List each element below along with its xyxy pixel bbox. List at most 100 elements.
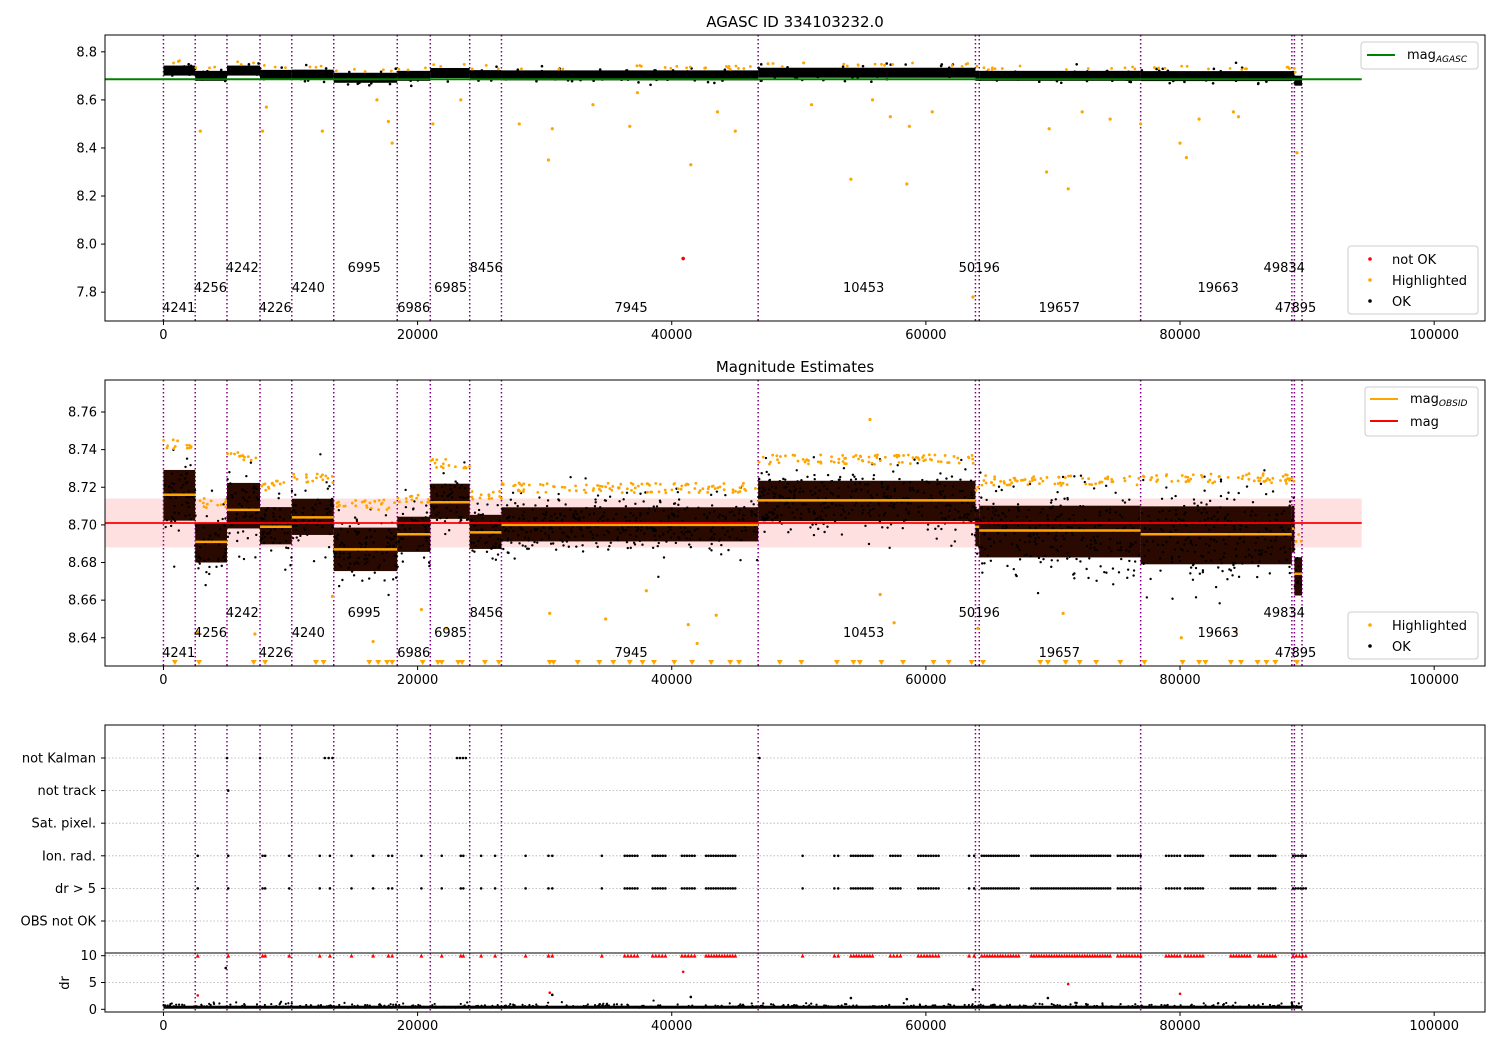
ok-point-band (163, 65, 196, 76)
ok-point (619, 531, 622, 535)
dr-capped-marker (1029, 953, 1034, 958)
dr-capped-marker (1273, 953, 1278, 958)
ok-point (557, 492, 560, 496)
flag-point (1243, 854, 1247, 858)
highlighted-point (165, 446, 169, 450)
ok-point (799, 517, 802, 520)
ok-point (782, 477, 785, 481)
ok-point (1096, 549, 1099, 552)
dr-capped-marker (851, 953, 856, 958)
flag-point (1188, 854, 1192, 858)
ok-point (739, 558, 742, 562)
ok-point (1183, 513, 1186, 516)
dr-capped-marker (990, 953, 995, 958)
ok-point (494, 546, 497, 549)
ok-point (625, 491, 629, 494)
ok-point (677, 503, 680, 507)
dr-point (947, 1003, 950, 1006)
ok-point (254, 511, 258, 515)
ok-point (935, 537, 938, 540)
ok-point (1014, 70, 1017, 73)
ok-point (1013, 532, 1016, 535)
ok-point (1296, 580, 1300, 583)
dr-point (1075, 1004, 1078, 1007)
ok-point (1288, 565, 1291, 569)
highlighted-point (1209, 472, 1213, 476)
ok-point (509, 526, 512, 529)
highlighted-point (857, 457, 860, 461)
ok-point (170, 486, 174, 489)
dr-point (837, 1004, 840, 1008)
flag-point (656, 854, 660, 858)
ok-point-band (195, 70, 227, 81)
dr-capped-marker (1262, 953, 1267, 958)
ok-point (812, 456, 816, 459)
highlighted-point (722, 482, 726, 485)
ok-point (902, 71, 906, 75)
ok-point (1087, 576, 1090, 580)
dr-point (792, 1004, 796, 1007)
ok-point (763, 516, 766, 519)
flag-point (1001, 854, 1004, 858)
highlighted-point (939, 460, 943, 464)
ok-point (1033, 540, 1036, 543)
highlighted-point (1285, 482, 1288, 485)
ok-point (1289, 547, 1292, 551)
ok-point (400, 552, 403, 555)
flag-point (866, 887, 870, 890)
ok-point (634, 70, 638, 74)
dr-capped-marker (625, 953, 630, 958)
flag-point (1119, 887, 1122, 890)
highlighted-point (873, 462, 876, 466)
highlighted-point (362, 500, 366, 503)
ok-point (684, 530, 687, 534)
dr-point (586, 1003, 589, 1006)
highlighted-point (1137, 477, 1141, 480)
ok-point (202, 526, 205, 529)
ok-point (565, 534, 568, 538)
ok-point (679, 526, 682, 529)
ok-point (1093, 546, 1096, 549)
flag-point (1241, 854, 1245, 858)
highlighted-point (791, 453, 795, 457)
ok-point (653, 527, 656, 531)
highlighted-point (1106, 475, 1110, 479)
ok-point (1203, 507, 1206, 511)
ok-point (1292, 496, 1295, 499)
ok-point (1274, 539, 1277, 542)
flag-point (704, 887, 708, 890)
ok-point (767, 473, 771, 476)
ok-point (758, 486, 761, 490)
flag-point (1183, 854, 1187, 858)
highlighted-point (520, 67, 523, 71)
dr-point (181, 1003, 184, 1006)
highlighted-point (748, 65, 752, 68)
ok-point (1290, 538, 1294, 541)
ok-point (601, 70, 604, 74)
highlighted-point (1294, 540, 1298, 543)
ok-point (241, 489, 244, 492)
highlighted-clipped-marker (419, 660, 426, 665)
ok-point (1275, 518, 1278, 521)
dr-point (912, 1004, 915, 1007)
highlighted-point (429, 459, 433, 463)
ok-point (1050, 559, 1053, 562)
ok-point (565, 540, 569, 543)
ok-point (456, 482, 459, 485)
highlighted-point (870, 98, 875, 102)
ok-point (728, 511, 732, 514)
dr-point (300, 1006, 304, 1009)
ok-point (428, 564, 431, 568)
legend-label: mag (1410, 415, 1439, 430)
ok-point (632, 541, 636, 544)
highlighted-point (1098, 481, 1101, 485)
dr-capped-marker (870, 953, 875, 958)
ok-point (810, 70, 814, 74)
ok-point (180, 486, 183, 489)
flag-point (440, 854, 444, 858)
ok-point (1049, 545, 1052, 549)
highlighted-point (1023, 478, 1027, 481)
highlighted-point (1279, 479, 1282, 482)
flag-point (899, 887, 902, 890)
ok-point (881, 71, 885, 74)
